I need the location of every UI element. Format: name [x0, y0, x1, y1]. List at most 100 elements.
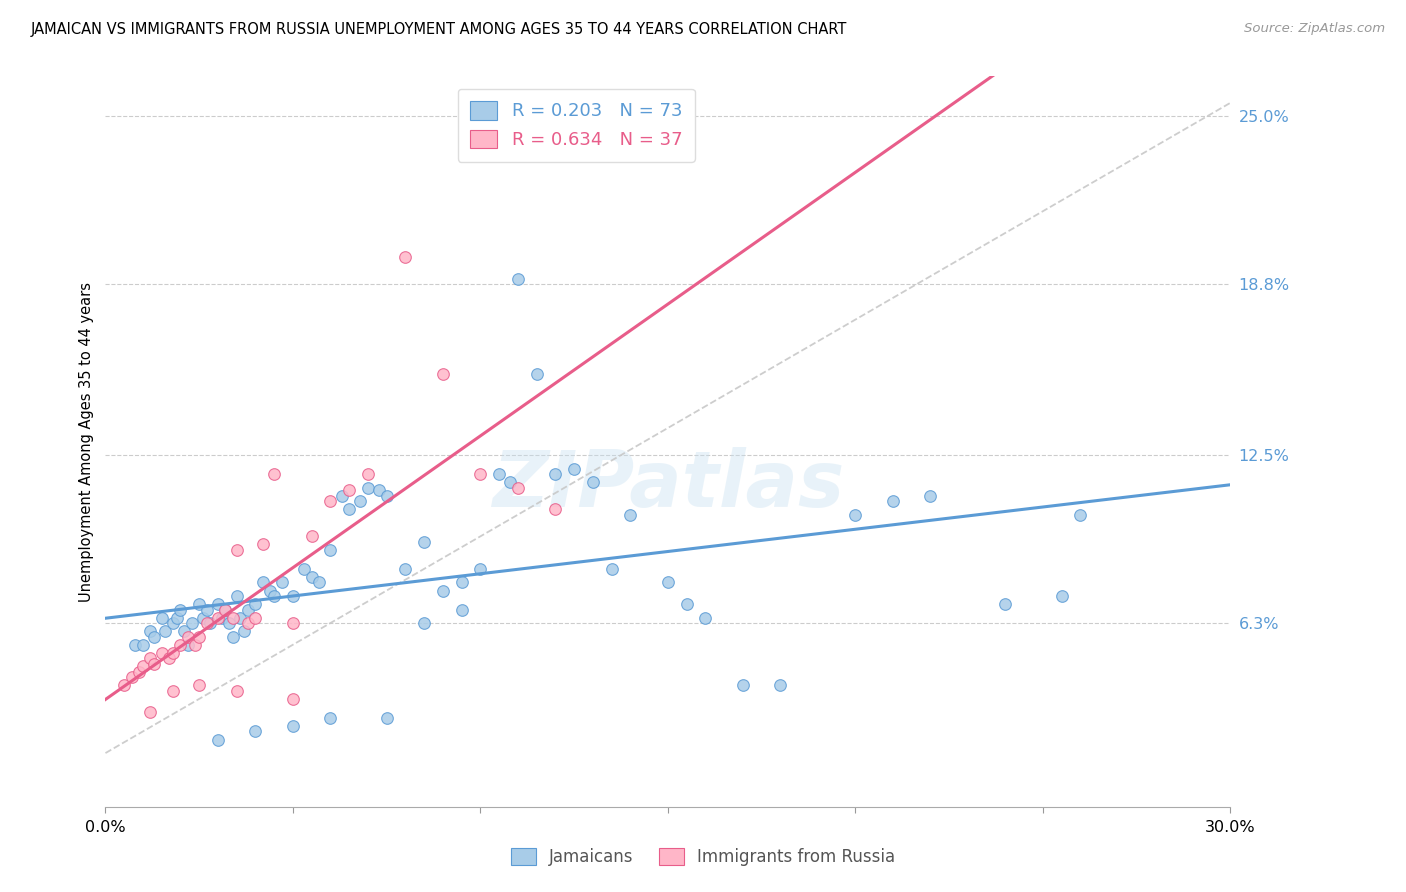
Point — [214, 602, 236, 616]
Point — [349, 494, 371, 508]
Point — [222, 610, 245, 624]
Point — [675, 597, 697, 611]
Point — [128, 665, 150, 679]
Point — [413, 534, 436, 549]
Point — [225, 683, 247, 698]
Point — [506, 481, 529, 495]
Point — [252, 537, 274, 551]
Point — [769, 678, 792, 692]
Point — [195, 615, 218, 630]
Point — [214, 602, 236, 616]
Point — [245, 597, 267, 611]
Point — [308, 575, 330, 590]
Y-axis label: Unemployment Among Ages 35 to 44 years: Unemployment Among Ages 35 to 44 years — [79, 282, 94, 601]
Point — [526, 367, 548, 381]
Point — [132, 659, 155, 673]
Point — [450, 575, 472, 590]
Point — [132, 638, 155, 652]
Point — [731, 678, 754, 692]
Point — [112, 678, 135, 692]
Point — [281, 589, 304, 603]
Point — [281, 615, 304, 630]
Point — [413, 615, 436, 630]
Point — [236, 615, 259, 630]
Point — [166, 610, 188, 624]
Point — [162, 683, 184, 698]
Point — [375, 489, 398, 503]
Point — [162, 646, 184, 660]
Point — [195, 602, 218, 616]
Point — [470, 467, 492, 481]
Point — [162, 615, 184, 630]
Point — [173, 624, 195, 639]
Point — [292, 562, 315, 576]
Point — [177, 638, 200, 652]
Point — [450, 602, 472, 616]
Point — [499, 475, 522, 490]
Point — [157, 651, 180, 665]
Point — [368, 483, 391, 498]
Point — [270, 575, 292, 590]
Point — [301, 570, 323, 584]
Point — [218, 615, 240, 630]
Point — [281, 692, 304, 706]
Point — [225, 589, 247, 603]
Point — [319, 711, 342, 725]
Point — [582, 475, 605, 490]
Point — [394, 250, 416, 264]
Point — [337, 502, 360, 516]
Point — [319, 494, 342, 508]
Point — [488, 467, 510, 481]
Point — [562, 461, 585, 475]
Point — [470, 562, 492, 576]
Point — [600, 562, 623, 576]
Point — [657, 575, 679, 590]
Point — [695, 610, 717, 624]
Text: ZIPatlas: ZIPatlas — [492, 448, 844, 524]
Point — [844, 508, 866, 522]
Point — [150, 646, 173, 660]
Point — [207, 732, 229, 747]
Point — [236, 602, 259, 616]
Point — [169, 638, 191, 652]
Point — [245, 724, 267, 739]
Point — [229, 610, 252, 624]
Legend: R = 0.203   N = 73, R = 0.634   N = 37: R = 0.203 N = 73, R = 0.634 N = 37 — [457, 88, 695, 161]
Point — [155, 624, 177, 639]
Point — [619, 508, 641, 522]
Point — [184, 638, 207, 652]
Text: JAMAICAN VS IMMIGRANTS FROM RUSSIA UNEMPLOYMENT AMONG AGES 35 TO 44 YEARS CORREL: JAMAICAN VS IMMIGRANTS FROM RUSSIA UNEMP… — [31, 22, 848, 37]
Point — [252, 575, 274, 590]
Point — [281, 719, 304, 733]
Point — [506, 272, 529, 286]
Point — [139, 624, 162, 639]
Point — [882, 494, 904, 508]
Point — [121, 670, 143, 684]
Point — [301, 529, 323, 543]
Point — [920, 489, 942, 503]
Point — [225, 542, 247, 557]
Point — [188, 678, 211, 692]
Point — [245, 610, 267, 624]
Point — [143, 657, 166, 671]
Point — [544, 502, 567, 516]
Point — [357, 467, 380, 481]
Point — [1050, 589, 1073, 603]
Legend: Jamaicans, Immigrants from Russia: Jamaicans, Immigrants from Russia — [505, 841, 901, 873]
Point — [143, 630, 166, 644]
Point — [139, 651, 162, 665]
Point — [263, 589, 285, 603]
Point — [139, 706, 162, 720]
Point — [177, 630, 200, 644]
Point — [375, 711, 398, 725]
Point — [432, 583, 454, 598]
Point — [357, 481, 380, 495]
Point — [330, 489, 353, 503]
Point — [1069, 508, 1091, 522]
Point — [263, 467, 285, 481]
Point — [544, 467, 567, 481]
Point — [150, 610, 173, 624]
Point — [191, 610, 214, 624]
Point — [188, 630, 211, 644]
Point — [233, 624, 256, 639]
